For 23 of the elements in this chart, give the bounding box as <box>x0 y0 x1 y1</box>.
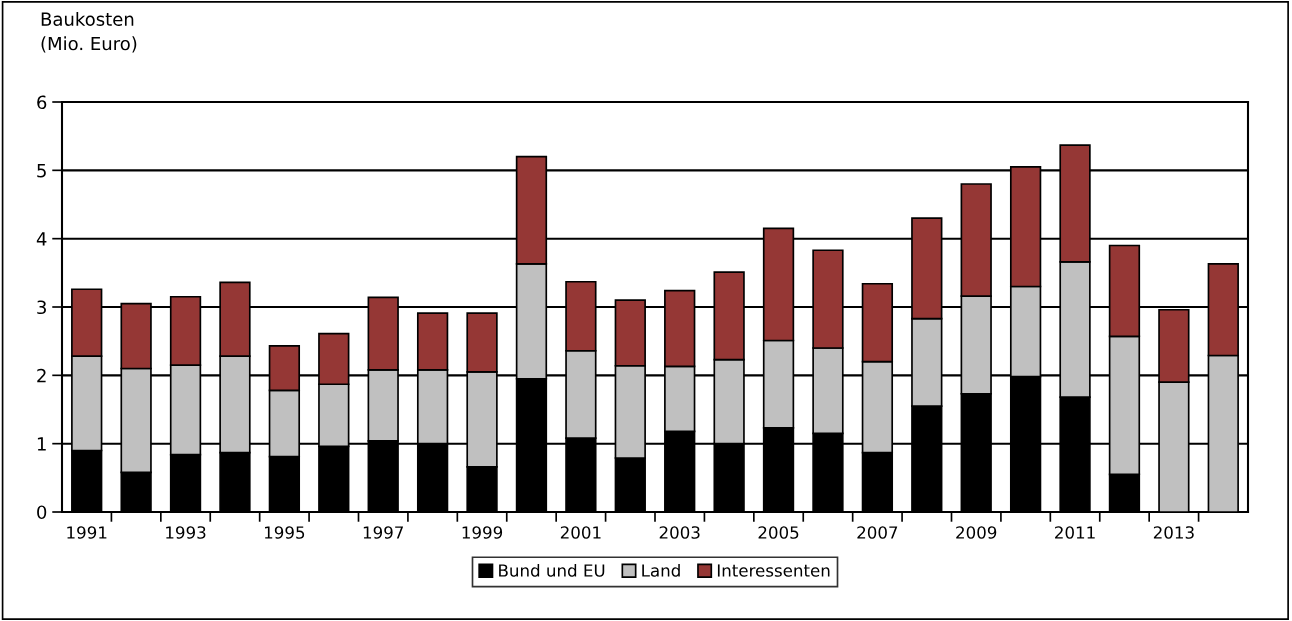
y-axis-title: Baukosten (Mio. Euro) <box>41 12 137 53</box>
legend-label: Land <box>642 563 680 577</box>
legend-label: Interessenten <box>717 564 830 577</box>
x-tick-label: 2001 <box>560 526 601 539</box>
x-tick-label: 2007 <box>857 526 898 539</box>
x-tick-label: 1993 <box>166 526 206 539</box>
y-tick-label: 1 <box>37 437 46 451</box>
x-tick-label: 1999 <box>462 526 503 539</box>
y-tick-label: 3 <box>37 300 46 315</box>
y-tick-label: 2 <box>37 368 46 383</box>
y-tick-label: 4 <box>36 232 47 246</box>
y-tick-label: 5 <box>37 164 46 178</box>
x-tick-label: 1991 <box>67 526 107 539</box>
x-tick-label: 2013 <box>1153 526 1194 539</box>
x-tick-label: 1995 <box>265 526 305 539</box>
x-tick-label: 2011 <box>1055 526 1095 539</box>
legend-label: Bund und EU <box>499 563 605 577</box>
y-tick-label: 0 <box>37 505 47 520</box>
x-tick-label: 2003 <box>659 526 700 539</box>
x-tick-label: 2009 <box>956 526 997 539</box>
x-tick-label: 1997 <box>363 526 403 539</box>
x-tick-label: 2005 <box>758 526 799 539</box>
y-tick-label: 6 <box>37 95 47 110</box>
